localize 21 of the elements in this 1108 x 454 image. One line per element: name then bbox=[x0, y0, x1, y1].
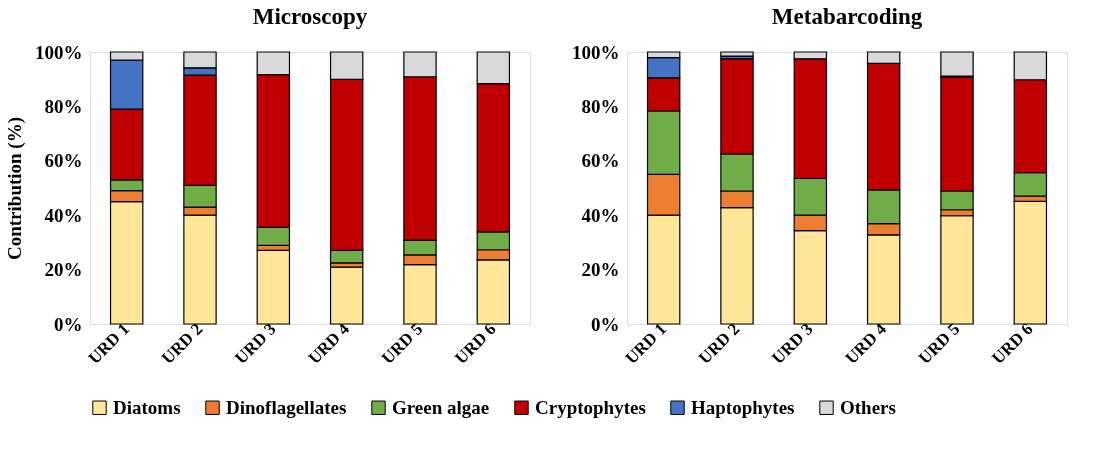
legend-label: Haptophytes bbox=[691, 396, 795, 418]
legend-label: Dinoflagellates bbox=[226, 396, 347, 418]
legend-label: Diatoms bbox=[113, 396, 181, 418]
y-tick-label: 20% bbox=[44, 259, 83, 281]
y-tick-label: 60% bbox=[44, 150, 83, 172]
y-tick-label: 100% bbox=[35, 41, 83, 63]
y-tick-label: 80% bbox=[581, 95, 620, 117]
y-tick-label: 40% bbox=[581, 204, 620, 226]
y-tick-label: 0% bbox=[54, 313, 83, 335]
legend-label: Others bbox=[840, 396, 896, 418]
y-tick-label: 0% bbox=[591, 313, 620, 335]
chart-title: Metabarcoding bbox=[771, 4, 923, 29]
legend-label: Green algae bbox=[392, 396, 490, 418]
y-tick-label: 20% bbox=[581, 259, 620, 281]
y-tick-label: 40% bbox=[44, 204, 83, 226]
y-tick-label: 100% bbox=[572, 41, 620, 63]
chart-title: Microscopy bbox=[252, 4, 368, 29]
legend-label: Cryptophytes bbox=[535, 396, 646, 418]
y-tick-label: 80% bbox=[44, 95, 83, 117]
y-tick-label: 60% bbox=[581, 150, 620, 172]
y-axis-title: Contribution (%) bbox=[4, 116, 26, 261]
